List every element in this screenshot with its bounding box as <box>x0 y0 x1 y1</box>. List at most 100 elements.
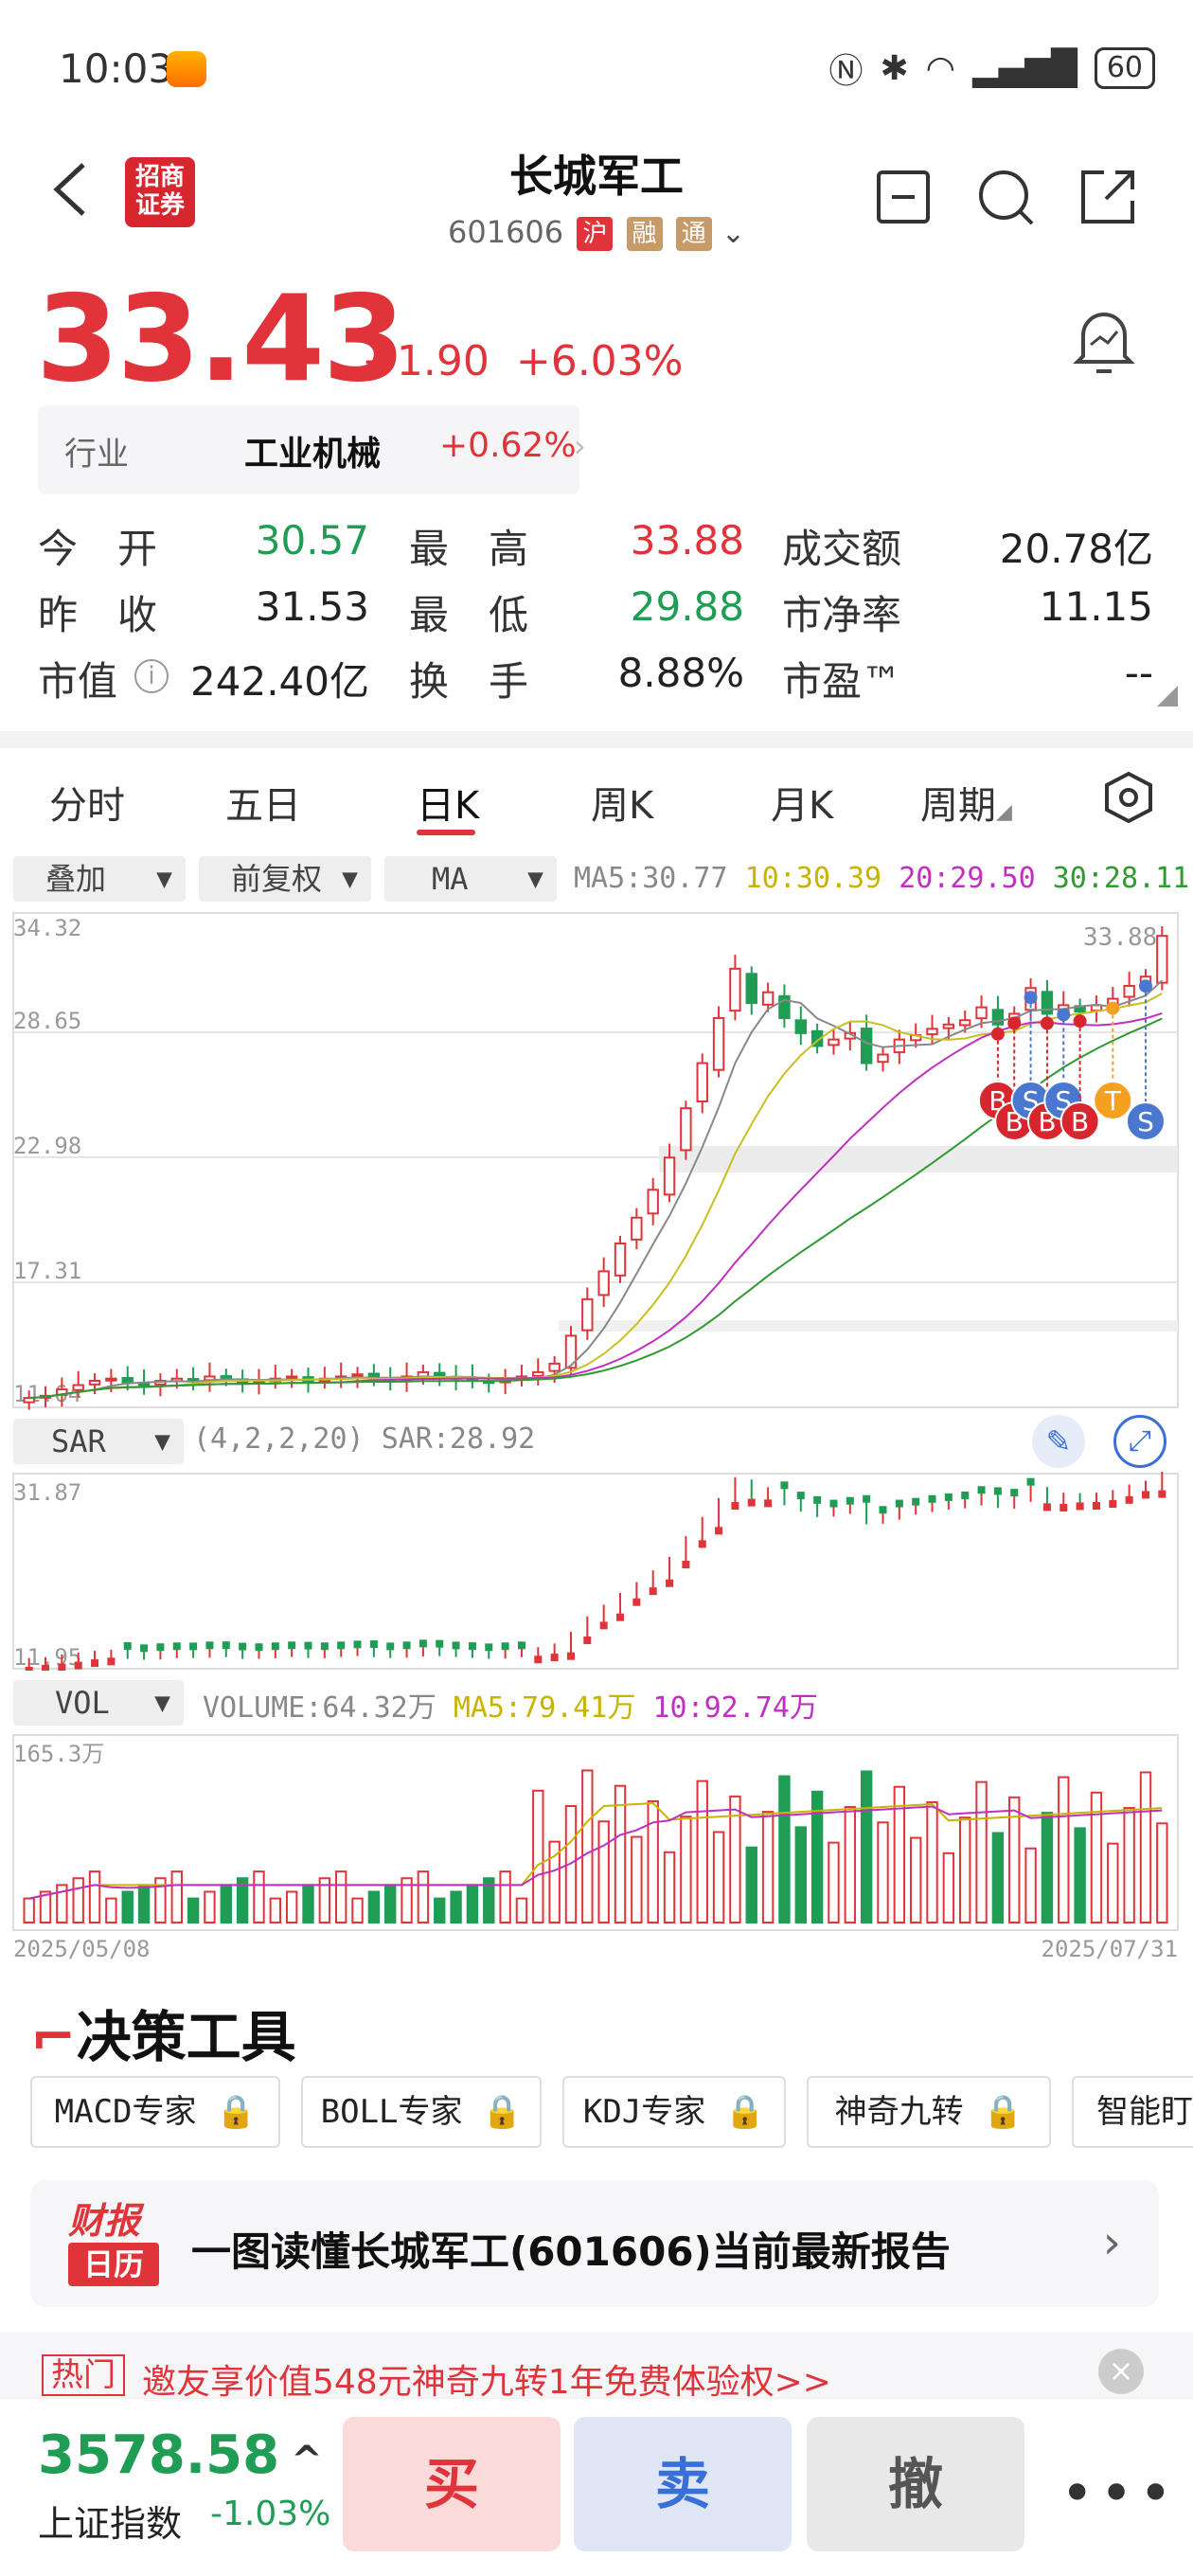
trade-marker-dot <box>1007 1016 1022 1030</box>
trade-marker-dot <box>1040 1016 1054 1030</box>
sar-chart[interactable]: 31.87 11.95 <box>0 1472 1193 1671</box>
expand-corner-icon[interactable] <box>1157 686 1178 707</box>
report-card[interactable]: 财报 日历 一图读懂长城军工(601606)当前最新报告 › <box>30 2180 1159 2307</box>
stock-title: 长城军工 <box>509 151 684 202</box>
industry-card[interactable]: 行业 工业机械 +0.62% › <box>38 405 586 494</box>
volume-bar <box>647 1799 659 1923</box>
caret-icon: ◢ <box>996 800 1012 824</box>
volume-bar <box>631 1835 643 1923</box>
tool-magic-nine[interactable]: 神奇九转 🔒 <box>807 2076 1051 2148</box>
indicator-dropdown[interactable]: MA <box>384 856 557 902</box>
close-icon[interactable]: × <box>1098 2349 1144 2394</box>
tab-five-day[interactable]: 五日 <box>225 784 301 828</box>
chevron-right-icon: › <box>574 428 586 464</box>
edit-pencil-icon[interactable]: ✎ <box>1032 1415 1085 1468</box>
minimize-icon[interactable] <box>873 167 934 227</box>
candle-body <box>532 1370 544 1377</box>
sar-dot <box>123 1641 132 1650</box>
stock-code-row[interactable]: 601606 沪 融 通 ⌄ <box>0 214 1193 251</box>
sar-dot <box>320 1642 329 1651</box>
share-icon[interactable] <box>1077 167 1138 227</box>
y-tick-4: 17.31 <box>13 1258 81 1284</box>
adjust-dropdown[interactable]: 前复权 <box>199 856 371 902</box>
candle-body <box>1123 984 1135 998</box>
cancel-order-button[interactable]: 撤 <box>807 2417 1024 2551</box>
sar-dot <box>780 1481 789 1490</box>
lock-icon: 🔒 <box>216 2093 257 2131</box>
sar-dot <box>550 1654 559 1662</box>
financial-calendar-icon: 财报 日历 <box>68 2199 159 2290</box>
candle-body <box>778 994 791 1019</box>
tool-smart-watch[interactable]: 智能盯 <box>1072 2076 1193 2148</box>
candle-body <box>860 1028 873 1064</box>
volume-chart[interactable]: 165.3万 2025/05/08 2025/07/31 <box>0 1733 1193 1960</box>
volume-bar <box>253 1870 265 1924</box>
tool-boll-label: BOLL专家 <box>320 2093 463 2131</box>
broker-logo: 招商 证券 <box>125 157 195 227</box>
max-price-label: 33.88 <box>1083 923 1157 952</box>
tab-weekly-k[interactable]: 周K <box>591 784 654 828</box>
sar-dot <box>1125 1495 1133 1504</box>
sar-dot <box>189 1642 198 1651</box>
lock-icon: 🔒 <box>724 2093 766 2131</box>
stock-code: 601606 <box>447 214 564 250</box>
sar-dot <box>222 1641 230 1650</box>
status-time: 10:03 <box>59 45 174 92</box>
tag-rong: 融 <box>626 217 663 251</box>
sar-dot <box>353 1640 362 1649</box>
x-label-start: 2025/05/08 <box>13 1936 151 1960</box>
low-value: 29.88 <box>630 583 744 630</box>
more-icon[interactable]: ••• <box>1060 2460 1179 2527</box>
volume-bar <box>942 1852 955 1923</box>
tab-intraday[interactable]: 分时 <box>49 784 125 828</box>
tool-boll[interactable]: BOLL专家 🔒 <box>301 2076 542 2148</box>
index-value-text: 3578.58 <box>38 2424 280 2486</box>
info-icon[interactable]: i <box>134 659 169 693</box>
volume-bar <box>597 1820 610 1923</box>
sar-dot <box>1059 1503 1068 1512</box>
price-alert-icon[interactable] <box>1070 303 1138 379</box>
volume-bar <box>1139 1771 1152 1923</box>
overlay-dropdown[interactable]: 叠加 <box>13 856 186 902</box>
sar-dropdown[interactable]: SAR <box>13 1419 184 1464</box>
sar-value: SAR:28.92 <box>381 1422 536 1456</box>
sell-button[interactable]: 卖 <box>574 2417 792 2551</box>
volume-bar <box>285 1890 298 1923</box>
candle-body <box>72 1384 84 1391</box>
vol-dropdown[interactable]: VOL <box>13 1680 184 1726</box>
volume-bar <box>991 1832 1005 1923</box>
volume-bar <box>1041 1812 1054 1923</box>
tab-daily-k[interactable]: 日K <box>417 784 480 828</box>
index-value[interactable]: 3578.58 ^ <box>38 2424 323 2486</box>
candle-body <box>597 1270 610 1297</box>
settings-hex-icon[interactable] <box>1104 771 1153 824</box>
chevron-right-icon: › <box>1102 2216 1121 2269</box>
sar-dot <box>731 1501 739 1510</box>
sar-dot <box>616 1613 625 1621</box>
promo-banner[interactable]: 热门 邀友享价值548元神奇九转1年免费体验权>> × <box>0 2332 1193 2402</box>
tab-monthly-k[interactable]: 月K <box>771 784 834 828</box>
change-percent: +6.03% <box>515 337 684 385</box>
volume-bar <box>302 1884 314 1923</box>
tool-kdj[interactable]: KDJ专家 🔒 <box>562 2076 786 2148</box>
tool-macd[interactable]: MACD专家 🔒 <box>30 2076 280 2148</box>
sar-dot <box>863 1494 871 1503</box>
volume-bar <box>220 1884 232 1923</box>
sar-dot <box>764 1499 773 1508</box>
trade-marker-dot <box>990 1027 1005 1041</box>
fullscreen-icon[interactable]: ⤢ <box>1113 1415 1166 1468</box>
candle-body <box>975 1006 988 1020</box>
report-icon-line1: 财报 <box>68 2200 141 2242</box>
sar-dot <box>452 1641 460 1650</box>
tab-period[interactable]: 周期◢ <box>920 775 1012 830</box>
y-tick-bottom: 11.64 <box>13 1381 81 1407</box>
buy-button[interactable]: 买 <box>343 2417 561 2551</box>
volume-bar <box>72 1877 84 1924</box>
candle-body <box>663 1156 676 1196</box>
candlestick-chart[interactable]: 34.32 28.65 22.98 17.31 11.64 33.88 BBSB… <box>0 911 1193 1411</box>
search-icon[interactable] <box>975 167 1036 227</box>
volume-bar <box>909 1836 922 1923</box>
back-icon[interactable] <box>51 161 89 218</box>
volume-bar <box>532 1789 544 1923</box>
